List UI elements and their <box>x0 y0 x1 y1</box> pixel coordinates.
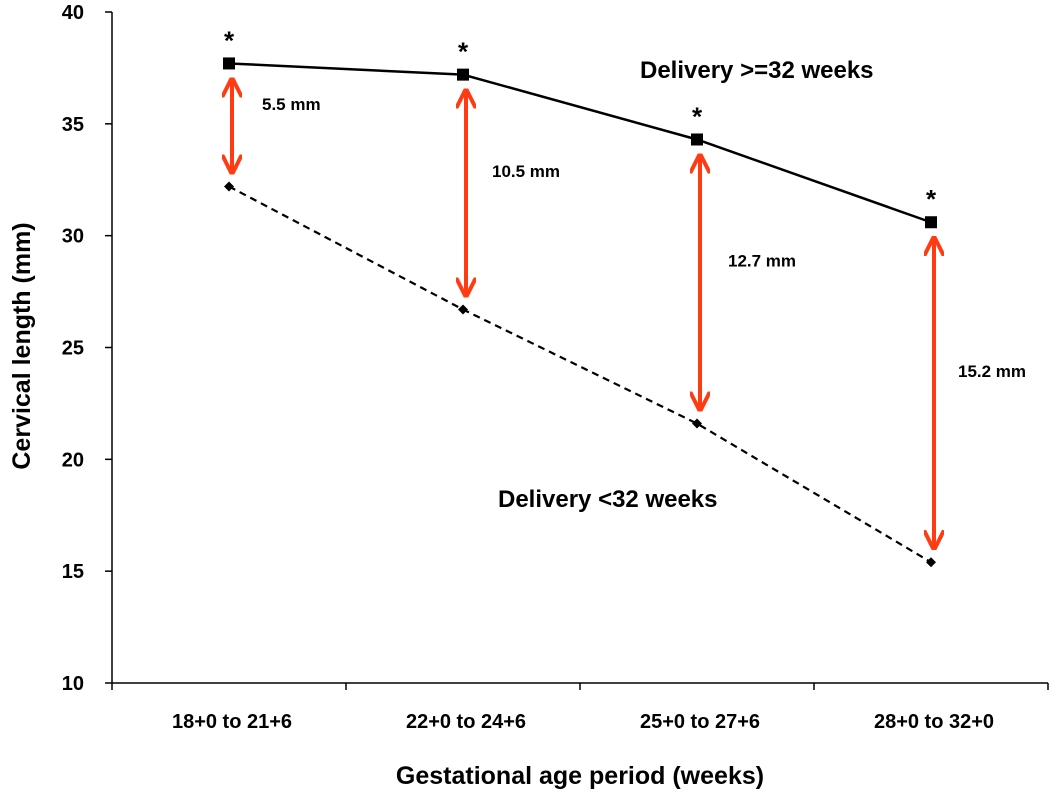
x-tick-label: 28+0 to 32+0 <box>874 711 994 733</box>
data-point <box>691 133 703 146</box>
data-point <box>223 57 235 70</box>
data-point <box>692 418 702 429</box>
y-tick-label: 30 <box>62 226 84 248</box>
data-point <box>224 181 234 192</box>
significance-star: * <box>224 25 235 55</box>
x-tick-label: 25+0 to 27+6 <box>640 711 760 733</box>
y-tick-label: 20 <box>62 449 84 471</box>
y-tick-label: 10 <box>62 673 84 695</box>
data-point <box>457 68 469 81</box>
y-tick-label: 25 <box>62 338 84 360</box>
x-tick-label: 22+0 to 24+6 <box>406 711 526 733</box>
y-tick-label: 35 <box>62 114 84 136</box>
y-axis-title: Cervical length (mm) <box>8 222 36 469</box>
series-label-lower: Delivery <32 weeks <box>498 486 718 513</box>
y-tick-label: 40 <box>62 2 84 24</box>
data-point <box>458 304 468 315</box>
x-axis-title: Gestational age period (weeks) <box>396 762 764 790</box>
difference-label: 10.5 mm <box>492 162 560 181</box>
significance-star: * <box>692 101 703 131</box>
significance-star: * <box>458 37 469 67</box>
difference-label: 12.7 mm <box>728 252 796 271</box>
difference-label: 5.5 mm <box>262 95 321 114</box>
series-line-1 <box>228 185 932 564</box>
data-point <box>926 557 936 568</box>
series-line-0 <box>228 62 932 224</box>
x-tick-label: 18+0 to 21+6 <box>172 711 292 733</box>
difference-label: 15.2 mm <box>958 362 1026 381</box>
data-point <box>925 216 937 229</box>
significance-star: * <box>926 184 937 214</box>
y-tick-label: 15 <box>62 561 84 583</box>
series-label-upper: Delivery >=32 weeks <box>640 57 874 84</box>
